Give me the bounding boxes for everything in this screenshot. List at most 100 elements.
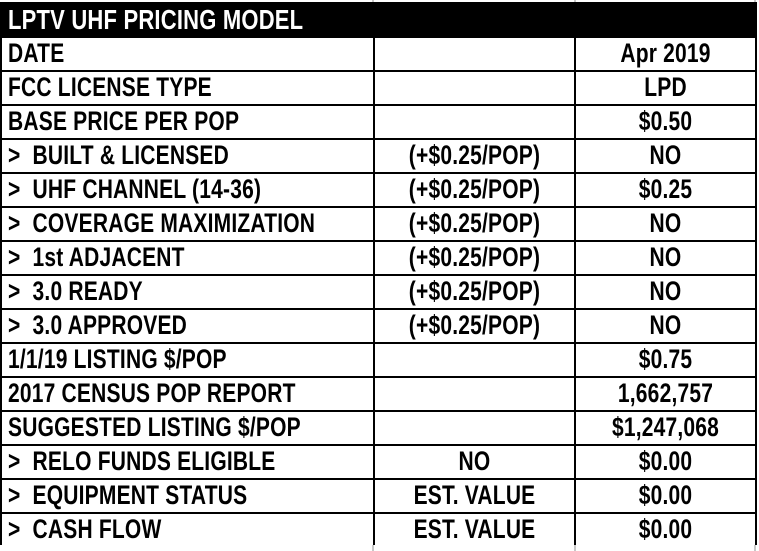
row-modifier: (+$0.25/POP) [408, 208, 541, 239]
row-modifier-cell[interactable]: (+$0.25/POP) [373, 206, 576, 242]
row-value-cell[interactable]: NO [573, 206, 758, 242]
row-value-cell[interactable]: NO [573, 240, 758, 276]
table-row: > CASH FLOW EST. VALUE $0.00 [0, 512, 758, 548]
table-row: > RELO FUNDS ELIGIBLE NO $0.00 [0, 444, 758, 480]
table-row: 2017 CENSUS POP REPORT 1,662,757 [0, 376, 758, 412]
row-label: FCC LICENSE TYPE [8, 72, 212, 103]
row-modifier: (+$0.25/POP) [408, 174, 541, 205]
row-label: > UHF CHANNEL (14-36) [8, 174, 262, 205]
row-modifier-cell[interactable]: NO [373, 444, 576, 480]
gridline-stub [372, 0, 374, 2]
row-label-cell[interactable]: DATE [0, 36, 375, 72]
row-value-cell[interactable]: $0.75 [573, 342, 758, 378]
row-modifier-cell[interactable]: EST. VALUE [373, 512, 576, 548]
row-value-cell[interactable]: NO [573, 138, 758, 174]
table-title: LPTV UHF PRICING MODEL [8, 3, 304, 35]
table-row: 1/1/19 LISTING $/POP $0.75 [0, 342, 758, 378]
row-label: 2017 CENSUS POP REPORT [8, 378, 296, 409]
row-value-cell[interactable]: $0.00 [573, 512, 758, 548]
row-label-cell[interactable]: BASE PRICE PER POP [0, 104, 375, 140]
row-modifier-cell[interactable] [373, 376, 576, 412]
row-value-cell[interactable]: Apr 2019 [573, 36, 758, 72]
row-modifier-cell[interactable] [373, 36, 576, 72]
row-modifier-cell[interactable]: (+$0.25/POP) [373, 274, 576, 310]
row-value: $0.50 [638, 106, 693, 137]
row-label-cell[interactable]: > 3.0 READY [0, 274, 375, 310]
row-label: > 3.0 APPROVED [8, 310, 188, 341]
row-modifier-cell[interactable] [373, 410, 576, 446]
row-label: > 1st ADJACENT [8, 242, 185, 273]
row-modifier-cell[interactable]: EST. VALUE [373, 478, 576, 514]
row-modifier-cell[interactable]: (+$0.25/POP) [373, 308, 576, 344]
row-modifier-cell[interactable] [373, 342, 576, 378]
row-value: $0.75 [638, 344, 693, 375]
row-modifier-cell[interactable]: (+$0.25/POP) [373, 138, 576, 174]
row-label-cell[interactable]: > COVERAGE MAXIMIZATION [0, 206, 375, 242]
row-modifier-cell[interactable] [373, 70, 576, 106]
row-label: > 3.0 READY [8, 276, 143, 307]
row-modifier: NO [458, 446, 491, 477]
row-label-cell[interactable]: > UHF CHANNEL (14-36) [0, 172, 375, 208]
row-value-cell[interactable]: 1,662,757 [573, 376, 758, 412]
row-value: $0.25 [638, 174, 693, 205]
row-label: > CASH FLOW [8, 514, 162, 545]
row-label-cell[interactable]: > CASH FLOW [0, 512, 375, 548]
row-value-cell[interactable]: $0.00 [573, 478, 758, 514]
row-label: 1/1/19 LISTING $/POP [8, 344, 227, 375]
table-row: > UHF CHANNEL (14-36) (+$0.25/POP) $0.25 [0, 172, 758, 208]
table-row: DATE Apr 2019 [0, 36, 758, 72]
gridline-stub [754, 0, 756, 2]
gridline-stub [574, 0, 576, 2]
row-label-cell[interactable]: > RELO FUNDS ELIGIBLE [0, 444, 375, 480]
row-modifier: (+$0.25/POP) [408, 242, 541, 273]
row-modifier: EST. VALUE [413, 514, 536, 545]
row-label: > EQUIPMENT STATUS [8, 480, 248, 511]
gridline-stub [372, 545, 374, 551]
row-label: DATE [8, 38, 65, 69]
row-value-cell[interactable]: $0.00 [573, 444, 758, 480]
row-modifier-cell[interactable]: (+$0.25/POP) [373, 172, 576, 208]
row-label-cell[interactable]: > 3.0 APPROVED [0, 308, 375, 344]
row-label-cell[interactable]: > EQUIPMENT STATUS [0, 478, 375, 514]
gridline-stub [574, 545, 576, 551]
row-value: 1,662,757 [617, 378, 714, 409]
row-value: $0.00 [638, 514, 693, 545]
row-modifier-cell[interactable] [373, 104, 576, 140]
table-row: SUGGESTED LISTING $/POP $1,247,068 [0, 410, 758, 446]
table-row: FCC LICENSE TYPE LPD [0, 70, 758, 106]
row-modifier: (+$0.25/POP) [408, 140, 541, 171]
row-value: $1,247,068 [611, 412, 720, 443]
row-value-cell[interactable]: NO [573, 274, 758, 310]
row-label: BASE PRICE PER POP [8, 106, 240, 137]
row-label: > COVERAGE MAXIMIZATION [8, 208, 316, 239]
bottom-edge-row-sliver [0, 545, 759, 551]
row-value-cell[interactable]: $1,247,068 [573, 410, 758, 446]
row-label-cell[interactable]: 1/1/19 LISTING $/POP [0, 342, 375, 378]
table-row: > COVERAGE MAXIMIZATION (+$0.25/POP) NO [0, 206, 758, 242]
row-value: Apr 2019 [620, 38, 711, 69]
row-label-cell[interactable]: SUGGESTED LISTING $/POP [0, 410, 375, 446]
row-label-cell[interactable]: 2017 CENSUS POP REPORT [0, 376, 375, 412]
row-label-cell[interactable]: > 1st ADJACENT [0, 240, 375, 276]
table-row: > 3.0 READY (+$0.25/POP) NO [0, 274, 758, 310]
table-title-cell[interactable]: LPTV UHF PRICING MODEL [0, 2, 758, 38]
row-modifier: (+$0.25/POP) [408, 310, 541, 341]
row-value-cell[interactable]: $0.50 [573, 104, 758, 140]
row-value-cell[interactable]: LPD [573, 70, 758, 106]
top-edge-row-sliver [0, 0, 759, 2]
row-modifier: (+$0.25/POP) [408, 276, 541, 307]
table-row: BASE PRICE PER POP $0.50 [0, 104, 758, 140]
row-label-cell[interactable]: > BUILT & LICENSED [0, 138, 375, 174]
row-value: NO [649, 310, 682, 341]
row-label: SUGGESTED LISTING $/POP [8, 412, 301, 443]
row-value-cell[interactable]: NO [573, 308, 758, 344]
row-value: LPD [644, 72, 687, 103]
table-title-row: LPTV UHF PRICING MODEL [0, 2, 758, 38]
row-value: $0.00 [638, 480, 693, 511]
row-value-cell[interactable]: $0.25 [573, 172, 758, 208]
row-label-cell[interactable]: FCC LICENSE TYPE [0, 70, 375, 106]
row-modifier-cell[interactable]: (+$0.25/POP) [373, 240, 576, 276]
